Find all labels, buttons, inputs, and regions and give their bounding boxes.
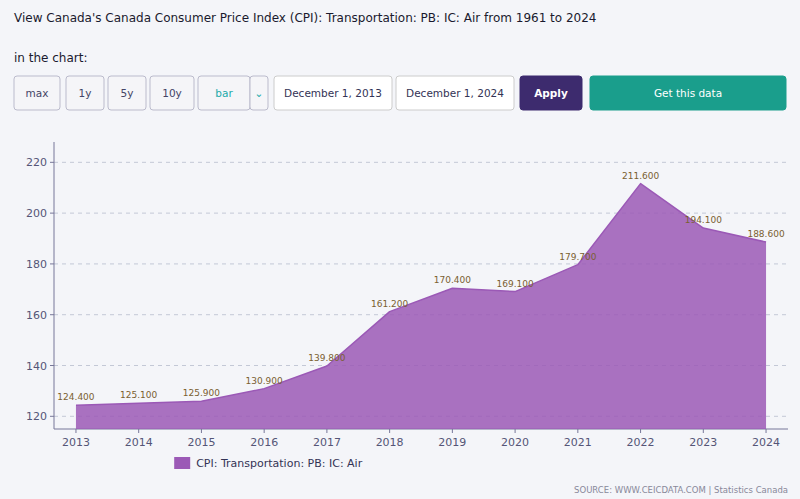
data-label: 194.100 bbox=[685, 215, 722, 225]
x-tick-label: 2020 bbox=[501, 436, 529, 449]
y-tick bbox=[50, 213, 54, 214]
x-tick bbox=[201, 429, 202, 433]
data-label: 179.700 bbox=[559, 252, 596, 262]
x-tick-label: 2024 bbox=[752, 436, 780, 449]
axes: 120 140 160 180 200 220 2013 2014 2015 2016 2017 20… bbox=[26, 142, 788, 449]
control-box bbox=[250, 76, 268, 110]
x-tick bbox=[138, 429, 139, 433]
x-tick-label: 2016 bbox=[250, 436, 278, 449]
x-tick bbox=[577, 429, 578, 433]
source: SOURCE: WWW.CEICDATA.COM | Statistics Ca… bbox=[574, 485, 788, 495]
data-label: 188.600 bbox=[747, 229, 784, 239]
background bbox=[0, 0, 800, 499]
controls: max 1y 5y 10y bar ⌄ December 1, 2013 December 1… bbox=[14, 76, 786, 110]
y-tick bbox=[50, 365, 54, 366]
data-label: 161.200 bbox=[371, 299, 408, 309]
control-label: max bbox=[26, 87, 49, 99]
plot-area bbox=[76, 184, 766, 429]
x-tick-label: 2017 bbox=[313, 436, 341, 449]
data-label: 130.900 bbox=[246, 376, 283, 386]
control-box bbox=[14, 76, 60, 110]
control-label: Apply bbox=[534, 87, 568, 99]
data-label: 170.400 bbox=[434, 275, 471, 285]
line bbox=[76, 184, 766, 405]
data-label: 124.400 bbox=[57, 392, 94, 402]
subtitle: in the chart: bbox=[14, 51, 88, 65]
y-tick-label: 220 bbox=[26, 156, 47, 169]
x-tick-label: 2022 bbox=[627, 436, 655, 449]
data-label: 125.100 bbox=[120, 390, 157, 400]
y-tick-label: 180 bbox=[26, 258, 47, 271]
control-label: 5y bbox=[121, 87, 134, 99]
x-tick bbox=[264, 429, 265, 433]
grid-line bbox=[54, 162, 788, 163]
x-tick bbox=[75, 429, 76, 433]
legend-label: CPI: Transportation: PB: IC: Air bbox=[196, 457, 362, 470]
y-axis-line bbox=[54, 142, 55, 429]
control-box bbox=[396, 76, 514, 110]
y-tick-label: 200 bbox=[26, 207, 47, 220]
control-box bbox=[150, 76, 194, 110]
x-tick bbox=[389, 429, 390, 433]
x-tick bbox=[640, 429, 641, 433]
y-tick-label: 120 bbox=[26, 410, 47, 423]
control-box bbox=[590, 76, 786, 110]
x-tick-label: 2023 bbox=[689, 436, 717, 449]
data-label: 125.900 bbox=[183, 388, 220, 398]
control-box bbox=[520, 76, 582, 110]
x-tick-label: 2019 bbox=[438, 436, 466, 449]
x-tick-label: 2021 bbox=[564, 436, 592, 449]
control-label: December 1, 2024 bbox=[406, 87, 504, 99]
x-tick-label: 2015 bbox=[187, 436, 215, 449]
x-tick bbox=[452, 429, 453, 433]
data-label: 169.100 bbox=[496, 279, 533, 289]
y-tick-label: 140 bbox=[26, 360, 47, 373]
y-tick bbox=[50, 416, 54, 417]
control-label: December 1, 2013 bbox=[284, 87, 382, 99]
y-tick-label: 160 bbox=[26, 309, 47, 322]
x-tick-label: 2018 bbox=[376, 436, 404, 449]
control-box bbox=[66, 76, 104, 110]
x-tick-label: 2013 bbox=[62, 436, 90, 449]
control-label: 1y bbox=[79, 87, 92, 99]
control-box bbox=[274, 76, 392, 110]
data-label: 211.600 bbox=[622, 171, 659, 181]
x-tick bbox=[515, 429, 516, 433]
control-box bbox=[198, 76, 250, 110]
x-tick bbox=[703, 429, 704, 433]
control-label: Get this data bbox=[654, 87, 722, 99]
legend: CPI: Transportation: PB: IC: Air bbox=[174, 457, 362, 470]
data-labels: 124.400 125.100 125.900 130.900 139.800 161.2… bbox=[57, 171, 785, 402]
legend-swatch bbox=[174, 457, 190, 469]
title: View Canada's Canada Consumer Price Inde… bbox=[14, 11, 597, 25]
data-label: 139.800 bbox=[308, 353, 345, 363]
control-label: 10y bbox=[162, 87, 182, 99]
y-tick bbox=[50, 263, 54, 264]
y-tick bbox=[50, 162, 54, 163]
area bbox=[76, 184, 766, 429]
control-label: ⌄ bbox=[255, 87, 264, 99]
x-tick bbox=[766, 429, 767, 433]
x-tick bbox=[326, 429, 327, 433]
control-box bbox=[108, 76, 146, 110]
x-tick-label: 2014 bbox=[125, 436, 153, 449]
chart: View Canada's Canada Consumer Price Inde… bbox=[0, 0, 800, 499]
y-tick bbox=[50, 314, 54, 315]
control-label: bar bbox=[215, 87, 233, 99]
